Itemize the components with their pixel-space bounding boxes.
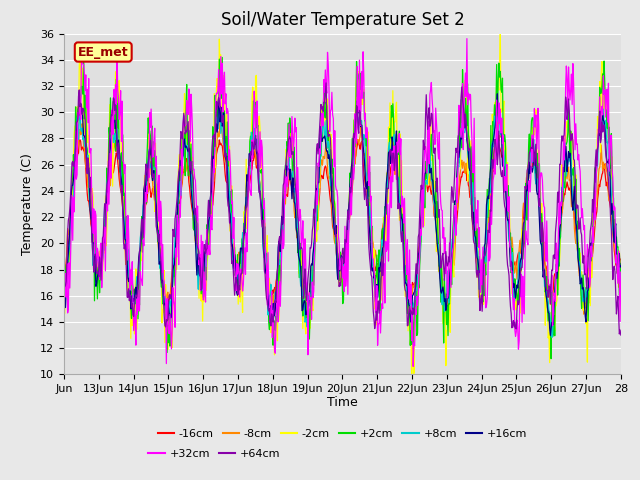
-2cm bbox=[228, 183, 236, 189]
-2cm bbox=[432, 186, 440, 192]
+2cm bbox=[617, 261, 625, 267]
+64cm bbox=[228, 261, 236, 266]
-8cm bbox=[432, 206, 440, 212]
+32cm bbox=[255, 151, 263, 156]
+16cm bbox=[400, 253, 408, 259]
Title: Soil/Water Temperature Set 2: Soil/Water Temperature Set 2 bbox=[221, 11, 464, 29]
+8cm bbox=[60, 305, 68, 311]
-8cm bbox=[60, 277, 68, 283]
+2cm bbox=[60, 299, 68, 304]
+8cm bbox=[256, 182, 264, 188]
Line: -8cm: -8cm bbox=[64, 119, 621, 314]
+32cm bbox=[432, 105, 440, 111]
-16cm bbox=[76, 137, 84, 143]
Y-axis label: Temperature (C): Temperature (C) bbox=[22, 153, 35, 255]
-2cm bbox=[60, 283, 68, 289]
-2cm bbox=[617, 258, 625, 264]
Text: EE_met: EE_met bbox=[78, 46, 129, 59]
+64cm bbox=[60, 283, 68, 288]
+16cm bbox=[431, 201, 439, 206]
-16cm bbox=[581, 303, 589, 309]
-2cm bbox=[408, 372, 415, 377]
-8cm bbox=[228, 234, 236, 240]
+32cm bbox=[463, 36, 471, 41]
+8cm bbox=[216, 97, 223, 103]
-16cm bbox=[432, 218, 440, 224]
+16cm bbox=[60, 275, 68, 280]
+64cm bbox=[401, 283, 408, 288]
Line: +16cm: +16cm bbox=[64, 94, 621, 336]
+32cm bbox=[125, 256, 133, 262]
Line: -16cm: -16cm bbox=[64, 140, 621, 306]
+64cm bbox=[125, 298, 133, 303]
-8cm bbox=[216, 116, 224, 121]
+2cm bbox=[401, 260, 408, 266]
-8cm bbox=[401, 243, 408, 249]
Line: +8cm: +8cm bbox=[64, 100, 621, 337]
+8cm bbox=[548, 335, 556, 340]
+8cm bbox=[617, 278, 625, 284]
+2cm bbox=[256, 168, 264, 173]
-16cm bbox=[228, 241, 236, 247]
+16cm bbox=[547, 333, 554, 338]
-2cm bbox=[400, 207, 408, 213]
+2cm bbox=[125, 257, 133, 263]
-8cm bbox=[580, 312, 588, 317]
+2cm bbox=[218, 55, 226, 60]
-16cm bbox=[256, 182, 264, 188]
+32cm bbox=[228, 201, 236, 206]
-2cm bbox=[125, 273, 133, 278]
-2cm bbox=[497, 31, 504, 37]
-8cm bbox=[277, 229, 285, 235]
+2cm bbox=[277, 271, 285, 276]
+8cm bbox=[401, 261, 408, 266]
+16cm bbox=[125, 275, 133, 281]
-16cm bbox=[277, 229, 285, 235]
-16cm bbox=[60, 270, 68, 276]
-16cm bbox=[126, 272, 134, 278]
+2cm bbox=[547, 356, 555, 361]
+32cm bbox=[276, 303, 284, 309]
Line: -2cm: -2cm bbox=[64, 34, 621, 374]
+2cm bbox=[228, 242, 236, 248]
+8cm bbox=[228, 242, 236, 248]
X-axis label: Time: Time bbox=[327, 396, 358, 408]
+8cm bbox=[277, 228, 285, 233]
+16cm bbox=[617, 264, 625, 269]
Line: +2cm: +2cm bbox=[64, 58, 621, 359]
-8cm bbox=[125, 285, 133, 291]
+64cm bbox=[617, 332, 625, 338]
+16cm bbox=[228, 243, 236, 249]
-2cm bbox=[255, 113, 263, 119]
+16cm bbox=[255, 189, 263, 195]
+16cm bbox=[493, 91, 501, 97]
-16cm bbox=[617, 256, 625, 262]
+8cm bbox=[125, 286, 133, 291]
-16cm bbox=[401, 239, 408, 244]
-8cm bbox=[256, 183, 264, 189]
+32cm bbox=[60, 302, 68, 308]
+64cm bbox=[432, 166, 440, 172]
Legend: +32cm, +64cm: +32cm, +64cm bbox=[144, 444, 285, 464]
Line: +32cm: +32cm bbox=[64, 38, 621, 366]
-2cm bbox=[276, 273, 284, 279]
-8cm bbox=[617, 259, 625, 264]
+16cm bbox=[276, 249, 284, 254]
+8cm bbox=[432, 223, 440, 229]
+64cm bbox=[322, 80, 330, 86]
+32cm bbox=[617, 269, 625, 275]
Line: +64cm: +64cm bbox=[64, 83, 621, 335]
+64cm bbox=[276, 241, 284, 247]
+2cm bbox=[432, 179, 440, 184]
+32cm bbox=[410, 363, 417, 369]
+64cm bbox=[255, 190, 263, 195]
+32cm bbox=[400, 220, 408, 226]
